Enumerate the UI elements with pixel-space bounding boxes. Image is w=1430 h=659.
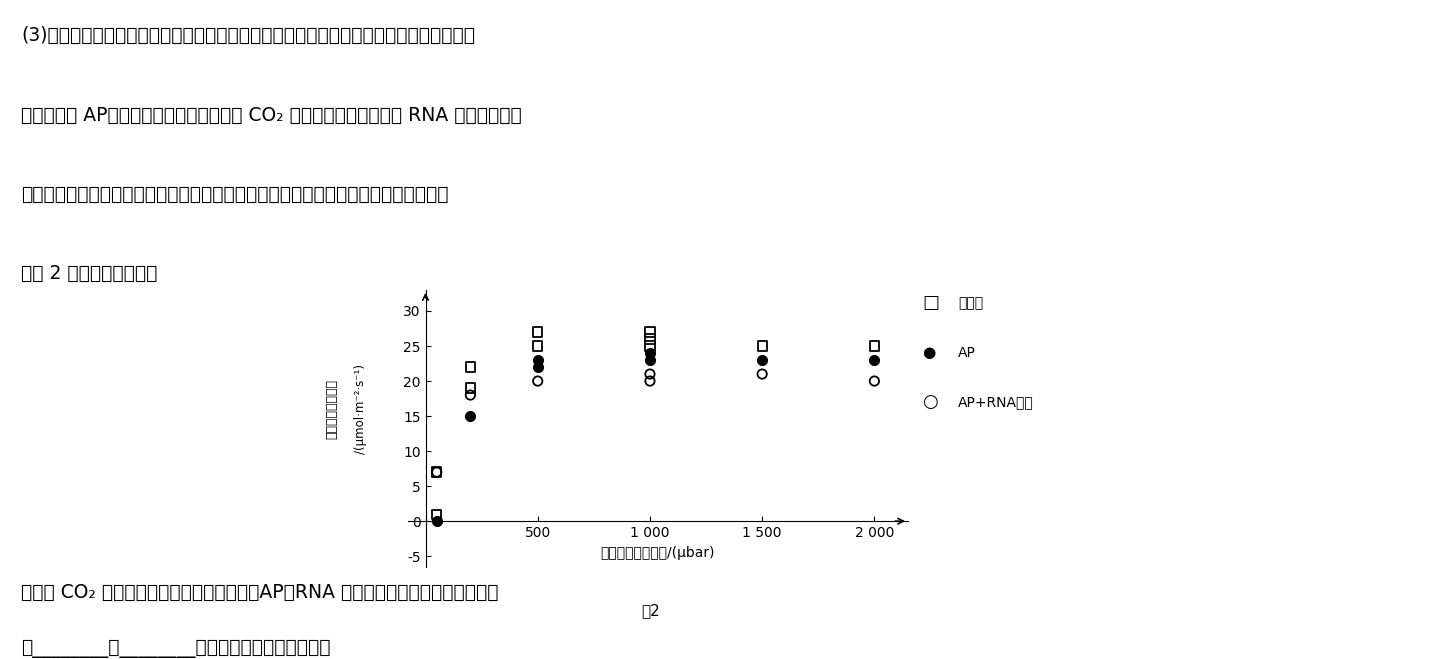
Text: 低叶绻体膜上乙醇酸转运蛋白的表达量。检测三种不同类型植株的光合速率，实验结果: 低叶绻体膜上乙醇酸转运蛋白的表达量。检测三种不同类型植株的光合速率，实验结果 [21,185,449,204]
Point [526,341,549,351]
Text: 当胞间 CO₂ 浓度较高时，三种类型植株中，AP＋RNA 干扰型光合速率最高的原因可能: 当胞间 CO₂ 浓度较高时，三种类型植株中，AP＋RNA 干扰型光合速率最高的原… [21,583,499,602]
Point [425,467,448,477]
Point [425,509,448,519]
Point [862,355,885,365]
Point [459,383,482,393]
Text: 吸替代途径 AP（依然具有降解乙醇酸产生 CO₂ 的能力）。同时，利用 RNA 干扰技术，降: 吸替代途径 AP（依然具有降解乙醇酸产生 CO₂ 的能力）。同时，利用 RNA … [21,105,522,125]
Point [862,376,885,386]
Point [459,362,482,372]
Point [639,333,662,344]
Text: □: □ [922,294,940,312]
Text: 图2: 图2 [641,603,661,618]
Point [751,355,774,365]
Point [459,389,482,400]
Point [639,327,662,337]
Point [526,376,549,386]
Text: /(μmol·m⁻²·s⁻¹): /(μmol·m⁻²·s⁻¹) [353,364,368,453]
Text: 二氧化碳同化速率: 二氧化碳同化速率 [325,378,339,439]
Point [639,376,662,386]
Point [526,327,549,337]
Point [639,369,662,380]
Point [459,411,482,421]
Point [639,355,662,365]
Text: 如图 2 所示。据此回答：: 如图 2 所示。据此回答： [21,264,157,283]
Text: AP: AP [958,345,975,360]
Text: ●: ● [922,345,935,360]
Point [639,341,662,351]
Point [526,362,549,372]
X-axis label: 胞间二氧化碳浓度/(μbar): 胞间二氧化碳浓度/(μbar) [601,546,715,559]
Point [862,341,885,351]
Text: ○: ○ [922,393,938,411]
Point [751,369,774,380]
Point [425,516,448,527]
Text: 是________，________，进而促进光合作用过程。: 是________，________，进而促进光合作用过程。 [21,639,330,658]
Point [526,355,549,365]
Text: 野生型: 野生型 [958,296,984,310]
Point [639,348,662,358]
Text: AP+RNA干扰: AP+RNA干扰 [958,395,1034,409]
Text: (3)根据对光呼吸机理的研究，科研人员利用基因编辑手段设计了只在叶绻体中完成的光呼: (3)根据对光呼吸机理的研究，科研人员利用基因编辑手段设计了只在叶绻体中完成的光… [21,26,475,45]
Point [751,341,774,351]
Point [425,467,448,477]
